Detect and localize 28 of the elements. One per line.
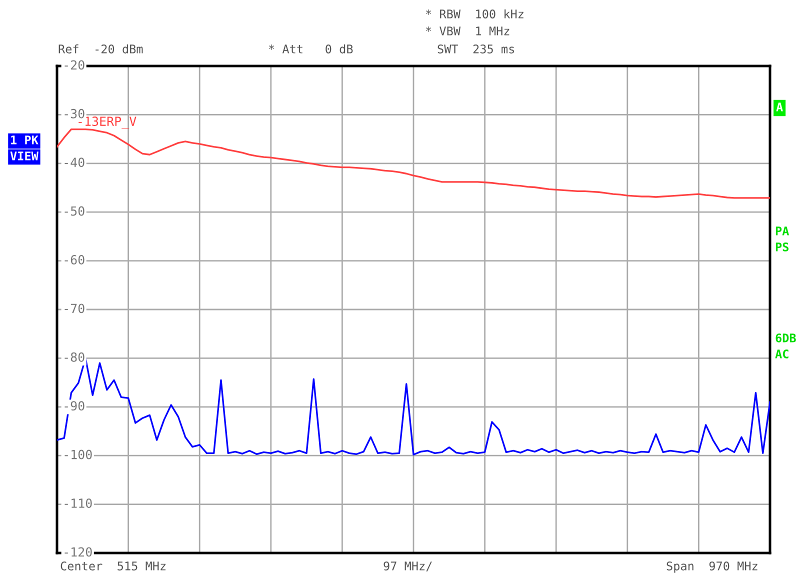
y-tick-label: -110 [64,498,92,508]
text: PA [776,226,790,236]
y-tick-label: -50 [64,206,84,216]
y-tick-label: -40 [64,158,84,168]
y-tick-label: -90 [64,401,84,411]
text: Ref -20 dBm [58,44,143,54]
text: Span 970 MHz [666,562,758,573]
text: * Att 0 dB [268,44,353,54]
text: 97 MHz/ [384,562,432,572]
text: A [776,102,783,112]
text: AC [775,349,788,358]
text: VIEW [10,152,38,160]
text: * VBW 1 MHz [426,26,510,36]
y-tick-label: -120 [64,547,92,557]
text: PS [776,242,789,252]
y-tick-label: -80 [64,352,84,362]
y-tick-label: -100 [64,450,92,460]
text: 1 PK [11,136,38,144]
text: * RBW 100 kHz [426,9,524,18]
y-tick-label: -60 [64,255,84,264]
text: Center 515 MHz [60,562,166,570]
text: 6DB [776,334,796,342]
y-tick-label: -70 [64,304,84,314]
y-tick-label: -20 [64,60,84,70]
series-label: -13ERP_V [78,116,136,129]
line-series [57,128,770,199]
text: SWT 235 ms [438,44,514,54]
y-tick-label: -30 [64,108,84,118]
